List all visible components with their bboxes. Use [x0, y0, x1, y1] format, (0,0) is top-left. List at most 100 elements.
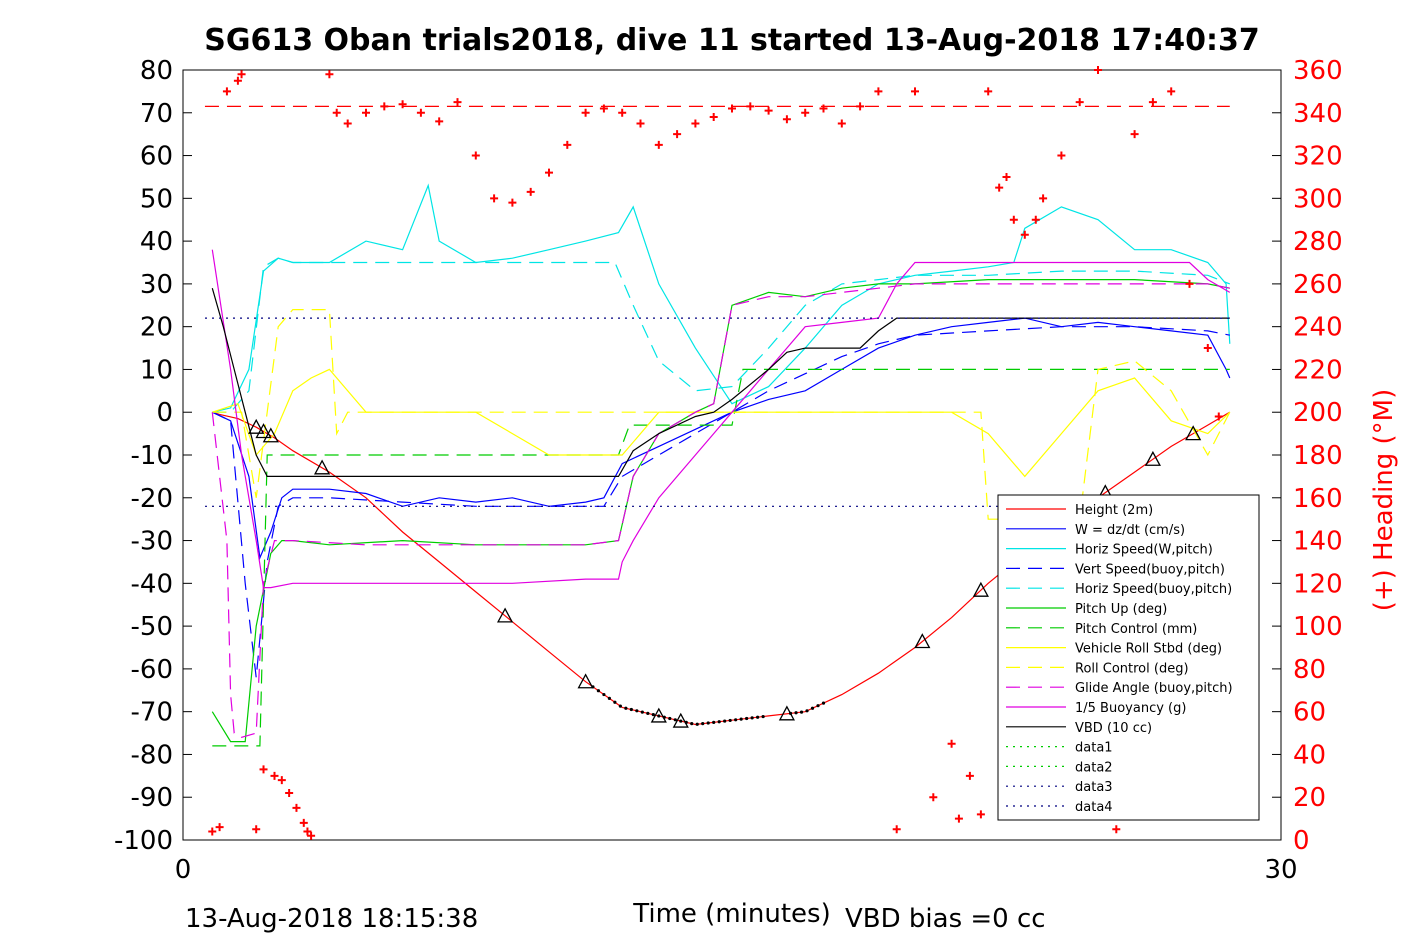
x-axis: 0 30: [175, 855, 1298, 885]
y-right-tick-label: 40: [1293, 740, 1326, 770]
x-axis-label: Time (minutes): [632, 899, 830, 929]
dot-marker: [762, 715, 765, 718]
dot-marker: [718, 720, 721, 723]
dot-marker: [707, 721, 710, 724]
y-tick-label: 0: [156, 398, 173, 428]
y-tick-label: -70: [131, 698, 173, 728]
y-tick-label: 30: [140, 270, 173, 300]
y-tick-label: 60: [140, 142, 173, 172]
dot-marker: [635, 709, 638, 712]
y-right-tick-label: 80: [1293, 655, 1326, 685]
legend-label: Vehicle Roll Stbd (deg): [1075, 642, 1222, 657]
legend-label: Vert Speed(buoy,pitch): [1075, 562, 1225, 577]
y-right-tick-label: 160: [1293, 484, 1343, 514]
legend-label: 1/5 Buoyancy (g): [1075, 701, 1186, 716]
y-axis-right-label: (+) Heading (°M): [1369, 389, 1399, 612]
legend-label: Roll Control (deg): [1075, 661, 1189, 676]
dot-marker: [794, 711, 797, 714]
dot-marker: [663, 716, 666, 719]
dot-marker: [657, 714, 660, 717]
dot-marker: [756, 716, 759, 719]
dot-marker: [652, 713, 655, 716]
y-tick-label: -100: [114, 826, 173, 856]
dot-marker: [674, 718, 677, 721]
dot-marker: [630, 708, 633, 711]
dot-marker: [800, 710, 803, 713]
legend-label: data4: [1075, 800, 1113, 815]
y-tick-label: -10: [131, 441, 173, 471]
legend-label: Height (2m): [1075, 503, 1153, 518]
y-right-tick-label: 280: [1293, 227, 1343, 257]
y-tick-label: 50: [140, 184, 173, 214]
chart: SG613 Oban trials2018, dive 11 started 1…: [0, 0, 1417, 945]
dot-marker: [822, 702, 825, 705]
y-tick-label: -30: [131, 527, 173, 557]
dot-marker: [685, 721, 688, 724]
legend-label: VBD (10 cc): [1075, 721, 1152, 736]
dot-marker: [591, 685, 594, 688]
dot-marker: [734, 718, 737, 721]
dot-marker: [619, 705, 622, 708]
y-axis-left: 80 70 60 50 40 30 20 10 0 -10 -20 -30 -40 -50 -60 -70 -8…: [114, 56, 192, 856]
legend-label: W = dz/dt (cm/s): [1075, 523, 1185, 538]
y-right-tick-label: 260: [1293, 270, 1343, 300]
dot-marker: [723, 719, 726, 722]
dot-marker: [805, 709, 808, 712]
dot-marker: [745, 717, 748, 720]
y-right-tick-label: 180: [1293, 441, 1343, 471]
y-right-tick-label: 140: [1293, 527, 1343, 557]
y-right-tick-label: 0: [1293, 826, 1310, 856]
legend-label: Horiz Speed(buoy,pitch): [1075, 582, 1232, 597]
legend-label: Horiz Speed(W,pitch): [1075, 543, 1213, 558]
y-tick-label: 70: [140, 99, 173, 129]
dot-marker: [679, 719, 682, 722]
y-tick-label: 20: [140, 313, 173, 343]
dot-marker: [597, 689, 600, 692]
y-tick-label: 10: [140, 355, 173, 385]
y-right-tick-label: 220: [1293, 355, 1343, 385]
y-tick-label: -20: [131, 484, 173, 514]
y-right-tick-label: 120: [1293, 569, 1343, 599]
dot-marker: [668, 717, 671, 720]
y-right-tick-label: 60: [1293, 698, 1326, 728]
dot-marker: [696, 723, 699, 726]
dot-marker: [701, 722, 704, 725]
chart-title: SG613 Oban trials2018, dive 11 started 1…: [204, 23, 1259, 58]
dot-marker: [712, 721, 715, 724]
dot-marker: [816, 704, 819, 707]
footer-vbd-bias: VBD bias =0 cc: [845, 904, 1046, 934]
y-right-tick-label: 340: [1293, 99, 1343, 129]
legend-label: data3: [1075, 780, 1113, 795]
x-tick-label: 0: [175, 855, 192, 885]
y-right-tick-label: 200: [1293, 398, 1343, 428]
dot-marker: [690, 722, 693, 725]
dot-marker: [602, 693, 605, 696]
y-right-tick-label: 240: [1293, 313, 1343, 343]
dot-marker: [811, 707, 814, 710]
y-tick-label: 80: [140, 56, 173, 86]
dot-marker: [729, 719, 732, 722]
y-right-tick-label: 360: [1293, 56, 1343, 86]
y-right-tick-label: 100: [1293, 612, 1343, 642]
y-tick-label: -50: [131, 612, 173, 642]
dot-marker: [646, 712, 649, 715]
legend-label: Pitch Control (mm): [1075, 622, 1197, 637]
legend-label: Pitch Up (deg): [1075, 602, 1167, 617]
y-axis-right: 3603403203002802602402202001801601401201…: [1272, 56, 1343, 856]
y-right-tick-label: 300: [1293, 184, 1343, 214]
dot-marker: [613, 701, 616, 704]
legend-label: Glide Angle (buoy,pitch): [1075, 681, 1233, 696]
y-right-tick-label: 20: [1293, 783, 1326, 813]
dot-marker: [740, 718, 743, 721]
y-right-tick-label: 320: [1293, 142, 1343, 172]
footer-timestamp: 13-Aug-2018 18:15:38: [185, 904, 478, 934]
dot-marker: [789, 712, 792, 715]
y-tick-label: 40: [140, 227, 173, 257]
legend-label: data2: [1075, 760, 1113, 775]
y-tick-label: -60: [131, 655, 173, 685]
dot-marker: [751, 716, 754, 719]
legend-label: data1: [1075, 741, 1113, 756]
dot-marker: [608, 697, 611, 700]
y-tick-label: -80: [131, 740, 173, 770]
y-tick-label: -40: [131, 569, 173, 599]
